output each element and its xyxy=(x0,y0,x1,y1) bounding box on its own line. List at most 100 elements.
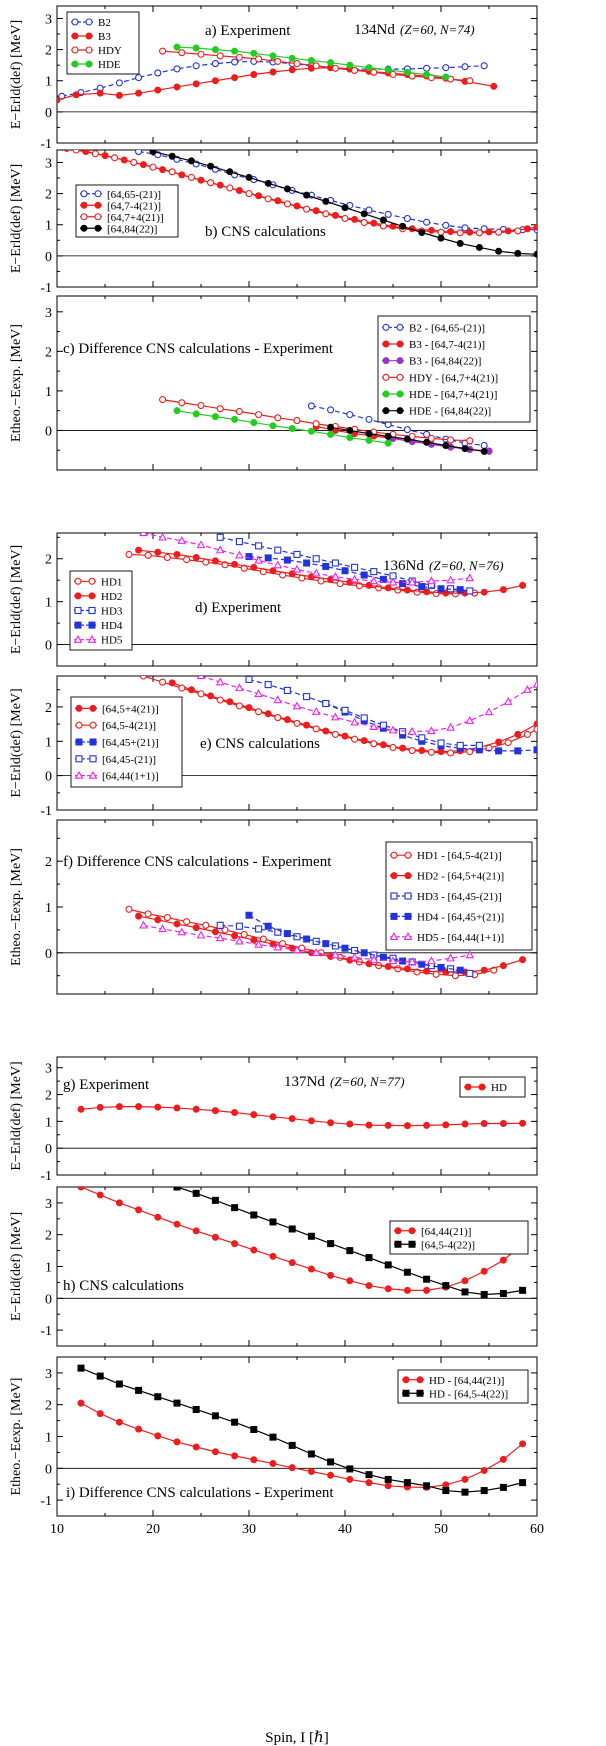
data-point xyxy=(327,1119,335,1127)
data-point xyxy=(384,584,392,592)
data-point xyxy=(370,740,378,748)
legend-label: HD5 xyxy=(101,635,123,647)
legend-label: HDY xyxy=(98,45,122,57)
legend-marker xyxy=(80,224,88,232)
data-point xyxy=(365,430,373,438)
data-point xyxy=(173,1104,181,1112)
data-point xyxy=(96,1372,104,1380)
data-point xyxy=(91,150,99,158)
data-point xyxy=(519,956,527,964)
legend-entry: HD1 xyxy=(74,576,122,588)
y-axis: -1 0 1 2 3 xyxy=(40,12,537,152)
legend-marker xyxy=(75,738,83,746)
data-point xyxy=(72,150,80,154)
data-point xyxy=(350,952,359,961)
series-line xyxy=(61,60,485,97)
x-tick-label: 40 xyxy=(338,1522,352,1537)
data-point xyxy=(312,725,320,733)
y-tick-label: 1 xyxy=(45,596,52,611)
data-point xyxy=(283,185,291,193)
legend-label: HD5 - [64,44(1+1)] xyxy=(417,932,504,944)
data-point xyxy=(519,1119,527,1127)
y-tick-label: 0 xyxy=(45,947,52,962)
data-point xyxy=(407,577,417,586)
legend-marker xyxy=(408,1240,416,1248)
legend-entry: [64,5+4(21)] xyxy=(75,703,159,715)
data-point xyxy=(403,1268,411,1276)
data-point xyxy=(77,1399,85,1407)
data-point xyxy=(369,576,379,585)
legend-marker xyxy=(85,60,93,68)
data-point xyxy=(255,542,263,550)
legend-marker xyxy=(390,872,398,880)
legend-marker xyxy=(88,577,96,585)
legend-label: [64,5-4(22)] xyxy=(421,1239,475,1251)
data-point xyxy=(384,1121,392,1129)
data-point xyxy=(255,411,263,419)
legend-marker xyxy=(404,851,412,859)
series-line xyxy=(143,924,470,963)
chart-panel-b: -1 0 1 2 3 E−Erld(def) [MeV] b) CNS calculatio… xyxy=(9,149,538,296)
data-point xyxy=(456,966,464,974)
data-point xyxy=(211,1412,219,1420)
legend-label: HD1 - [64,5-4(21)] xyxy=(417,850,502,862)
data-point xyxy=(255,925,263,933)
series-line xyxy=(80,1402,523,1488)
data-point xyxy=(399,580,407,588)
data-point xyxy=(456,239,464,247)
data-point xyxy=(442,64,450,72)
data-point xyxy=(480,1467,488,1475)
data-point xyxy=(365,64,373,72)
data-point xyxy=(274,414,282,422)
series-1 xyxy=(77,1364,527,1496)
data-point xyxy=(307,56,315,64)
data-point xyxy=(427,226,435,234)
data-point xyxy=(331,730,339,738)
data-point xyxy=(283,556,291,564)
legend-label: HD - [64,44(21)] xyxy=(429,1375,504,1387)
legend-marker xyxy=(87,634,97,643)
y-axis-label: Etheo.−Eexp. [MeV] xyxy=(9,324,24,442)
data-point xyxy=(139,533,148,537)
series-layer xyxy=(159,396,493,455)
y-tick-label: 2 xyxy=(45,345,52,360)
data-point xyxy=(379,222,387,230)
data-point xyxy=(442,221,450,229)
data-point xyxy=(514,747,522,755)
legend-box xyxy=(377,315,531,423)
legend-marker xyxy=(88,592,96,600)
data-point xyxy=(264,179,272,187)
data-point xyxy=(235,550,244,559)
data-point xyxy=(207,179,215,187)
data-point xyxy=(403,1122,411,1130)
data-point xyxy=(379,953,387,961)
data-point xyxy=(346,1277,354,1285)
data-point xyxy=(178,49,186,57)
legend: [64,65-(21)][64,7-4(21)][64,7+4(21)][64,… xyxy=(75,184,179,238)
series-4 xyxy=(139,533,475,586)
series-3 xyxy=(149,150,537,258)
legend-label: [64,7+4(21)] xyxy=(107,212,164,224)
legend-marker xyxy=(396,407,404,415)
data-point xyxy=(423,1482,431,1490)
data-point xyxy=(173,407,181,415)
data-point xyxy=(163,913,171,922)
data-point xyxy=(437,228,445,236)
data-point xyxy=(250,1426,258,1434)
data-point xyxy=(423,438,431,446)
y-axis: -1 0 1 2 3 xyxy=(40,156,537,296)
data-point xyxy=(327,59,335,67)
data-point xyxy=(144,910,152,918)
data-point xyxy=(327,406,335,414)
data-point xyxy=(173,920,181,928)
data-point xyxy=(303,693,311,701)
data-point xyxy=(480,1120,488,1128)
data-point xyxy=(211,60,219,68)
legend-marker xyxy=(478,1083,486,1091)
data-point xyxy=(346,411,354,419)
data-point xyxy=(384,439,392,447)
data-point xyxy=(384,963,392,971)
data-point xyxy=(327,1471,335,1479)
legend-entry: [64,7-4(21)] xyxy=(80,200,161,212)
